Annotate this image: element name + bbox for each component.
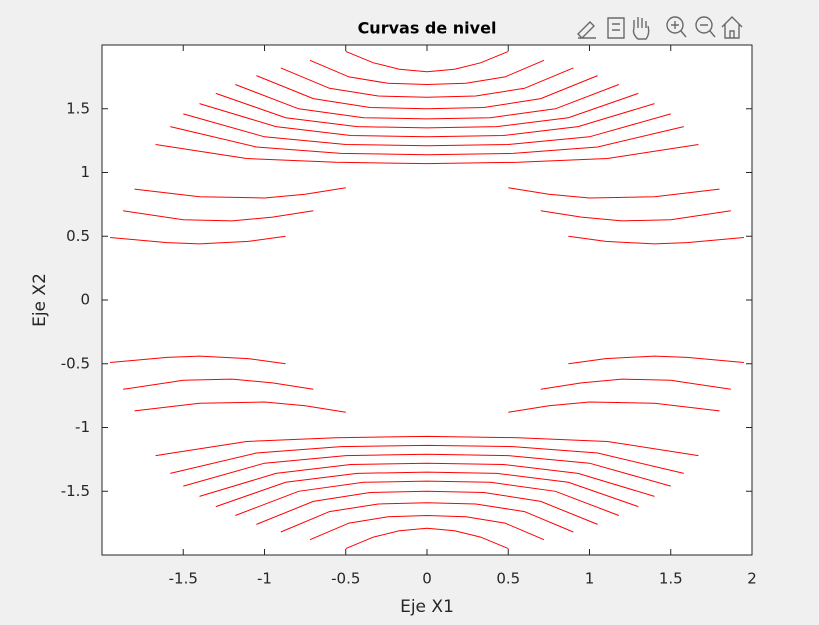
contours [110, 50, 744, 550]
x-tick-label: 1 [585, 570, 595, 588]
x-tick-label: 0.5 [496, 570, 520, 588]
contour-line [199, 103, 655, 138]
contour-line [280, 502, 574, 533]
pan-icon[interactable] [632, 17, 650, 40]
contour-line [170, 126, 684, 156]
contour-line [123, 210, 731, 222]
x-tick-label: 2 [747, 570, 757, 588]
contour-line [309, 59, 545, 86]
x-tick-label: -0.5 [331, 570, 360, 588]
contour-line [134, 401, 720, 413]
contour-line [309, 514, 545, 541]
contour-line [235, 480, 619, 516]
x-tick-label: -1 [257, 570, 272, 588]
y-tick-label: -0.5 [61, 354, 90, 372]
contour-line [183, 453, 671, 487]
contour-line [215, 471, 639, 508]
contour-line [155, 144, 699, 165]
contour-line [345, 527, 509, 550]
y-tick-label: -1 [75, 418, 90, 436]
contour-line [256, 75, 598, 110]
y-tick-label: 1.5 [66, 99, 90, 117]
contour-line [170, 444, 684, 474]
home-icon[interactable] [721, 16, 743, 39]
contour-line [215, 92, 639, 129]
legend-icon[interactable] [607, 17, 625, 39]
y-tick-label: -1.5 [61, 482, 90, 500]
contour-line [199, 462, 655, 497]
contour-line [256, 490, 598, 525]
brush-icon[interactable] [577, 21, 596, 39]
contour-line [280, 67, 574, 98]
contour-line [183, 113, 671, 147]
x-tick-label: 1.5 [659, 570, 683, 588]
contour-line [235, 84, 619, 120]
chart-title: Curvas de nivel [358, 19, 497, 38]
contour-line [345, 50, 509, 73]
zoom-in-icon[interactable] [666, 16, 687, 38]
plot-area [102, 45, 752, 555]
zoom-out-icon[interactable] [695, 16, 716, 38]
x-tick-label: -1.5 [169, 570, 198, 588]
contour-line [110, 355, 744, 365]
contour-line [123, 378, 731, 390]
toolbar[interactable] [577, 16, 743, 40]
x-tick-label: 0 [422, 570, 432, 588]
y-tick-label: 0.5 [66, 227, 90, 245]
x-axis-label: Eje X1 [400, 597, 454, 617]
contour-line [134, 187, 720, 199]
y-tick-label: 1 [80, 163, 90, 181]
y-tick-label: 0 [80, 291, 90, 309]
y-axis-label: Eje X2 [30, 273, 50, 327]
contour-line [155, 435, 699, 457]
contour-line [110, 235, 744, 245]
